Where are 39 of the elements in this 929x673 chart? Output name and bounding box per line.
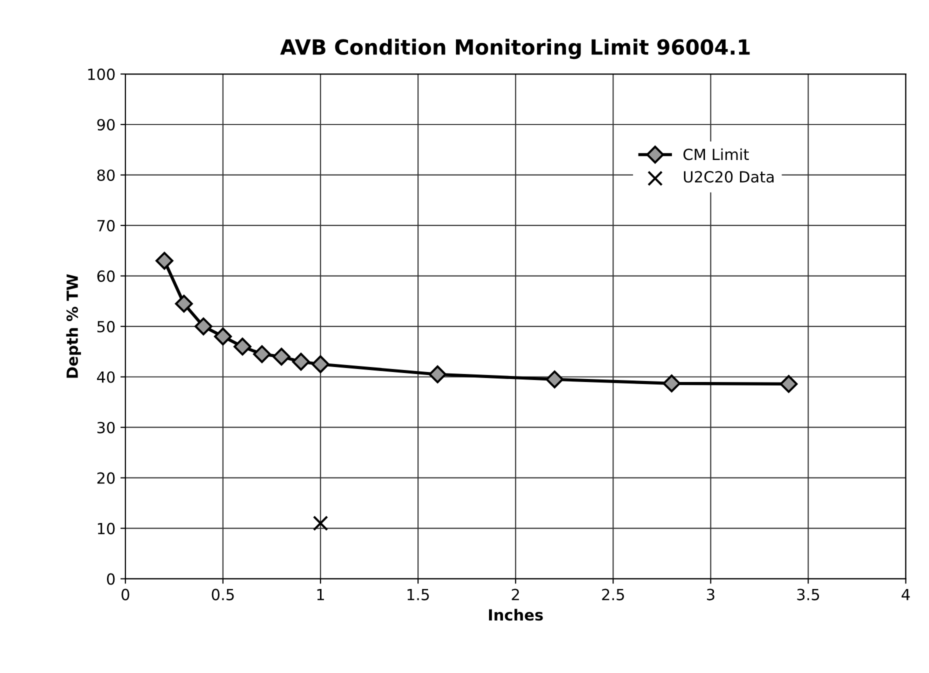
point <box>428 365 446 384</box>
y-tick-label: 20 <box>97 472 115 484</box>
y-tick-label: 60 <box>97 270 115 282</box>
point <box>312 516 328 531</box>
x-tick-label: 1.5 <box>408 588 429 600</box>
y-axis-title: Depth % TW <box>66 274 81 378</box>
x-tick-label: 3 <box>706 588 714 600</box>
y-tick-label: 10 <box>98 522 115 534</box>
y-tick-label: 70 <box>98 220 115 232</box>
legend-label: CM Limit <box>683 148 749 160</box>
x-tick-label: 0 <box>122 588 130 600</box>
x-tick-label: 0.5 <box>212 588 234 600</box>
point <box>662 374 681 392</box>
legend-label: U2C20 Data <box>684 171 774 183</box>
y-tick-label: 40 <box>97 371 115 383</box>
point <box>312 355 330 374</box>
x-tick-label: 2.5 <box>602 588 624 600</box>
point <box>272 348 290 366</box>
point <box>234 338 252 356</box>
point <box>156 252 174 270</box>
x-axis-title: Inches <box>489 608 543 621</box>
point <box>214 328 232 346</box>
x-tick-label: 2 <box>512 588 519 600</box>
point <box>194 318 212 336</box>
y-tick-label: 100 <box>88 68 115 80</box>
point <box>175 294 193 313</box>
x-tick-label: 4 <box>902 588 910 600</box>
point <box>253 345 271 364</box>
y-tick-label: 50 <box>97 320 115 332</box>
point <box>292 352 310 371</box>
x-tick-label: 1 <box>317 588 324 600</box>
point <box>546 370 564 388</box>
y-tick-label: 30 <box>97 422 115 434</box>
y-tick-label: 80 <box>97 169 115 181</box>
y-tick-label: 0 <box>106 573 115 585</box>
chart-title: AVB Condition Monitoring Limit 96004.1 <box>280 38 750 60</box>
point <box>780 375 798 393</box>
y-tick-label: 90 <box>97 118 115 131</box>
x-tick-label: 3.5 <box>797 588 820 600</box>
